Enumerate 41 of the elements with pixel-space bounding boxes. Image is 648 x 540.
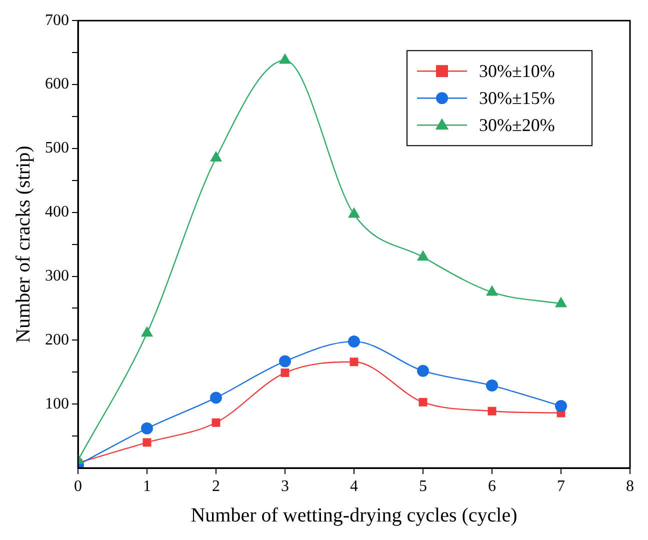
- point: [416, 250, 430, 261]
- point: [280, 368, 290, 378]
- point: [418, 398, 428, 406]
- point: [210, 151, 222, 162]
- point: [348, 207, 360, 218]
- x-axis-title: Number of wetting-drying cycles (cycle): [190, 504, 518, 526]
- x-tick-label: 1: [143, 478, 151, 495]
- y-tick-label: 200: [45, 331, 69, 348]
- point: [486, 285, 498, 296]
- x-tick-label: 4: [350, 478, 358, 495]
- y-tick-label: 500: [45, 140, 69, 157]
- point: [555, 400, 567, 412]
- x-tick-label: 2: [212, 478, 220, 495]
- x-tick-label: 3: [281, 478, 289, 495]
- point: [212, 418, 220, 427]
- y-tick-label: 600: [45, 76, 69, 93]
- point: [486, 380, 498, 392]
- point: [140, 326, 154, 337]
- y-tick-label: 300: [45, 267, 69, 284]
- y-tick-label: 100: [45, 395, 69, 412]
- y-axis-title: Number of cracks (strip): [12, 146, 34, 343]
- point: [279, 355, 291, 368]
- legend-label: 30%±15%: [479, 88, 555, 108]
- x-tick-label: 0: [74, 478, 82, 495]
- point: [417, 364, 429, 377]
- y-tick-label: 700: [45, 12, 69, 29]
- point: [488, 406, 496, 416]
- point: [141, 422, 153, 434]
- point: [350, 358, 358, 366]
- x-tick-label: 5: [419, 478, 427, 495]
- x-tick-label: 7: [557, 478, 565, 495]
- x-tick-label: 6: [488, 478, 496, 495]
- point: [210, 392, 222, 404]
- point: [554, 296, 568, 308]
- y-tick-label: 400: [45, 204, 69, 221]
- x-tick-label: 8: [626, 478, 634, 495]
- point: [142, 438, 152, 447]
- point: [348, 335, 360, 348]
- legend-label: 30%±20%: [479, 114, 555, 135]
- legend-label: 30%±10%: [479, 60, 555, 81]
- point: [278, 53, 292, 64]
